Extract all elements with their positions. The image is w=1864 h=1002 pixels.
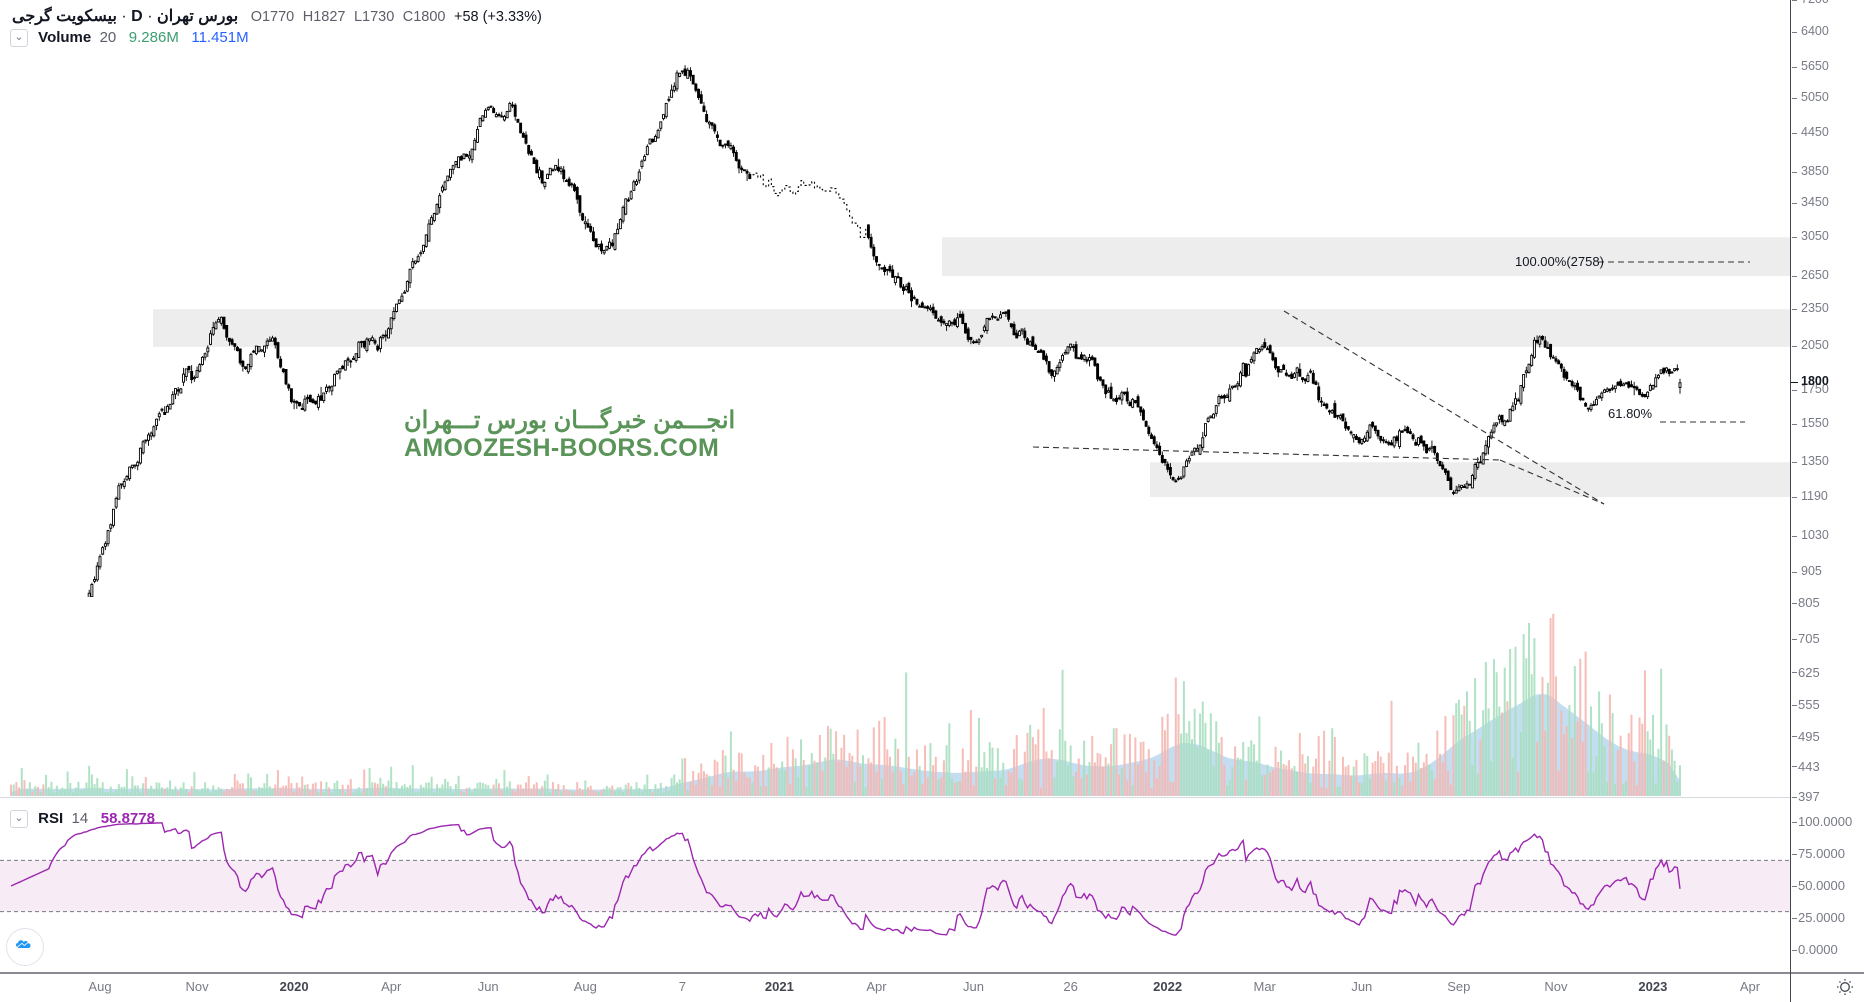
svg-text:100.00%(2758): 100.00%(2758)	[1515, 254, 1604, 269]
svg-text:61.80%: 61.80%	[1608, 406, 1653, 421]
